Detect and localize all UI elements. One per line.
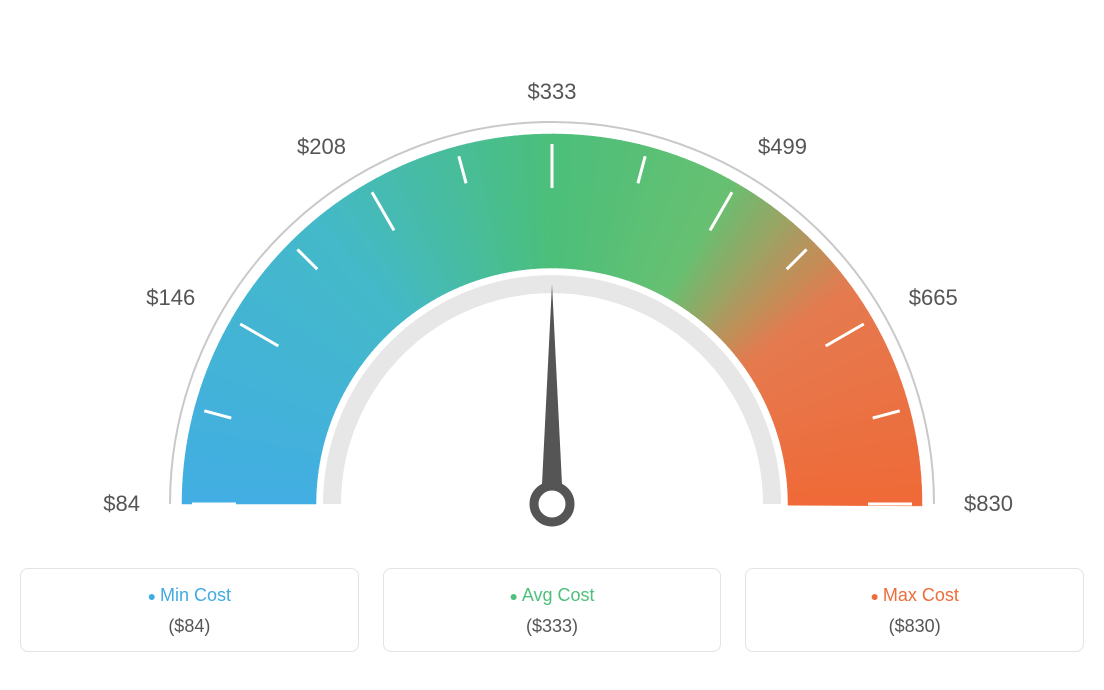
gauge-svg: $84 $146 $208 $333 $499 $665 $830 xyxy=(20,20,1084,540)
needle-pointer xyxy=(541,284,563,504)
gauge-tick-label: $830 xyxy=(964,491,1013,516)
gauge-tick-label: $84 xyxy=(103,491,140,516)
gauge-tick-label: $146 xyxy=(146,285,195,310)
gauge-area: $84 $146 $208 $333 $499 $665 $830 xyxy=(20,20,1084,540)
gauge-tick-label: $208 xyxy=(297,134,346,159)
legend-value: ($333) xyxy=(396,616,709,637)
gauge-tick-label: $665 xyxy=(909,285,958,310)
legend-title: Min Cost xyxy=(33,585,346,606)
needle-hub xyxy=(534,486,570,522)
legend-value: ($830) xyxy=(758,616,1071,637)
legend-title: Max Cost xyxy=(758,585,1071,606)
legend-card: Avg Cost ($333) xyxy=(383,568,722,652)
legend-card: Max Cost ($830) xyxy=(745,568,1084,652)
gauge-tick-label: $499 xyxy=(758,134,807,159)
cost-gauge-widget: $84 $146 $208 $333 $499 $665 $830 Min Cost ($84… xyxy=(20,20,1084,652)
legend-card: Min Cost ($84) xyxy=(20,568,359,652)
legend-title: Avg Cost xyxy=(396,585,709,606)
legend-row: Min Cost ($84) Avg Cost ($333) Max Cost ($830… xyxy=(20,568,1084,652)
legend-value: ($84) xyxy=(33,616,346,637)
gauge-needle xyxy=(534,284,570,522)
gauge-tick-label: $333 xyxy=(528,79,577,104)
